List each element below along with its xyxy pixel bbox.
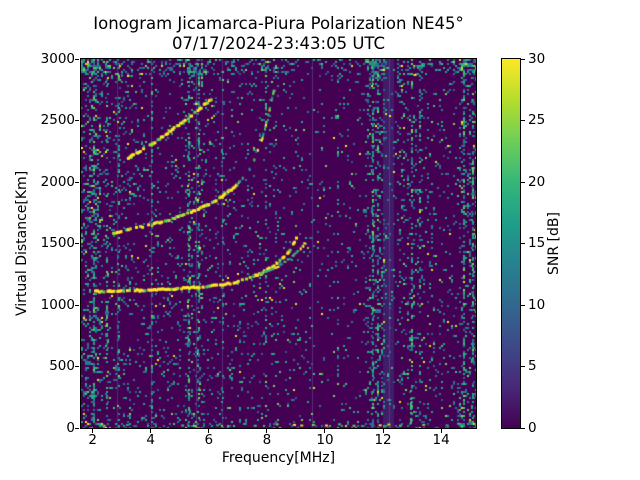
colorbar-frame <box>501 58 521 429</box>
y-tick-label: 1000 <box>40 296 75 313</box>
y-tick-label: 1500 <box>40 235 75 251</box>
x-tick-label: 12 <box>374 432 392 448</box>
ionogram-heatmap <box>81 59 476 428</box>
x-tick <box>92 429 94 433</box>
y-tick-label: 2000 <box>40 173 75 190</box>
y-tick <box>75 427 79 429</box>
colorbar-tick-label: 25 <box>528 112 546 128</box>
figure-title-line1: Ionogram Jicamarca-Piura Polarization NE… <box>93 14 464 33</box>
colorbar-tick-label: 15 <box>528 235 546 251</box>
colorbar-tick <box>521 427 525 429</box>
x-tick-label: 2 <box>88 432 97 448</box>
colorbar-tick <box>521 120 525 121</box>
figure-title-line2: 07/17/2024-23:43:05 UTC <box>171 34 386 53</box>
y-tick <box>75 366 79 367</box>
plot-area-frame <box>80 58 477 429</box>
x-tick-label: 6 <box>204 432 214 448</box>
x-tick-label: 10 <box>316 432 334 448</box>
y-tick <box>75 243 79 244</box>
x-tick <box>150 429 152 433</box>
colorbar-tick <box>521 181 525 183</box>
y-tick <box>75 58 79 60</box>
y-tick-label: 0 <box>66 419 75 436</box>
y-axis-label: Virtual Distance[Km] <box>14 170 30 317</box>
colorbar-tick-label: 5 <box>528 358 537 374</box>
colorbar-tick-label: 10 <box>528 296 546 313</box>
x-tick <box>266 429 268 433</box>
y-tick <box>75 181 79 183</box>
x-tick-label: 4 <box>146 432 155 448</box>
colorbar-gradient <box>502 59 520 428</box>
x-axis-label: Frequency[MHz] <box>221 450 336 466</box>
x-tick <box>324 429 326 433</box>
colorbar-tick-label: 30 <box>528 50 546 67</box>
x-tick <box>208 429 210 433</box>
y-tick-label: 3000 <box>40 50 75 67</box>
colorbar-tick-label: 20 <box>528 173 546 190</box>
x-tick-label: 8 <box>262 432 272 448</box>
colorbar-tick <box>521 243 525 244</box>
y-tick <box>75 304 79 306</box>
colorbar-tick <box>521 304 525 306</box>
colorbar-tick-label: 0 <box>528 419 537 436</box>
x-tick-label: 14 <box>432 432 450 448</box>
colorbar-tick <box>521 58 525 60</box>
x-tick <box>440 429 442 433</box>
colorbar-tick <box>521 366 525 367</box>
x-tick <box>382 429 384 433</box>
y-tick <box>75 120 79 121</box>
y-tick-label: 500 <box>49 358 75 374</box>
y-tick-label: 2500 <box>40 112 75 128</box>
